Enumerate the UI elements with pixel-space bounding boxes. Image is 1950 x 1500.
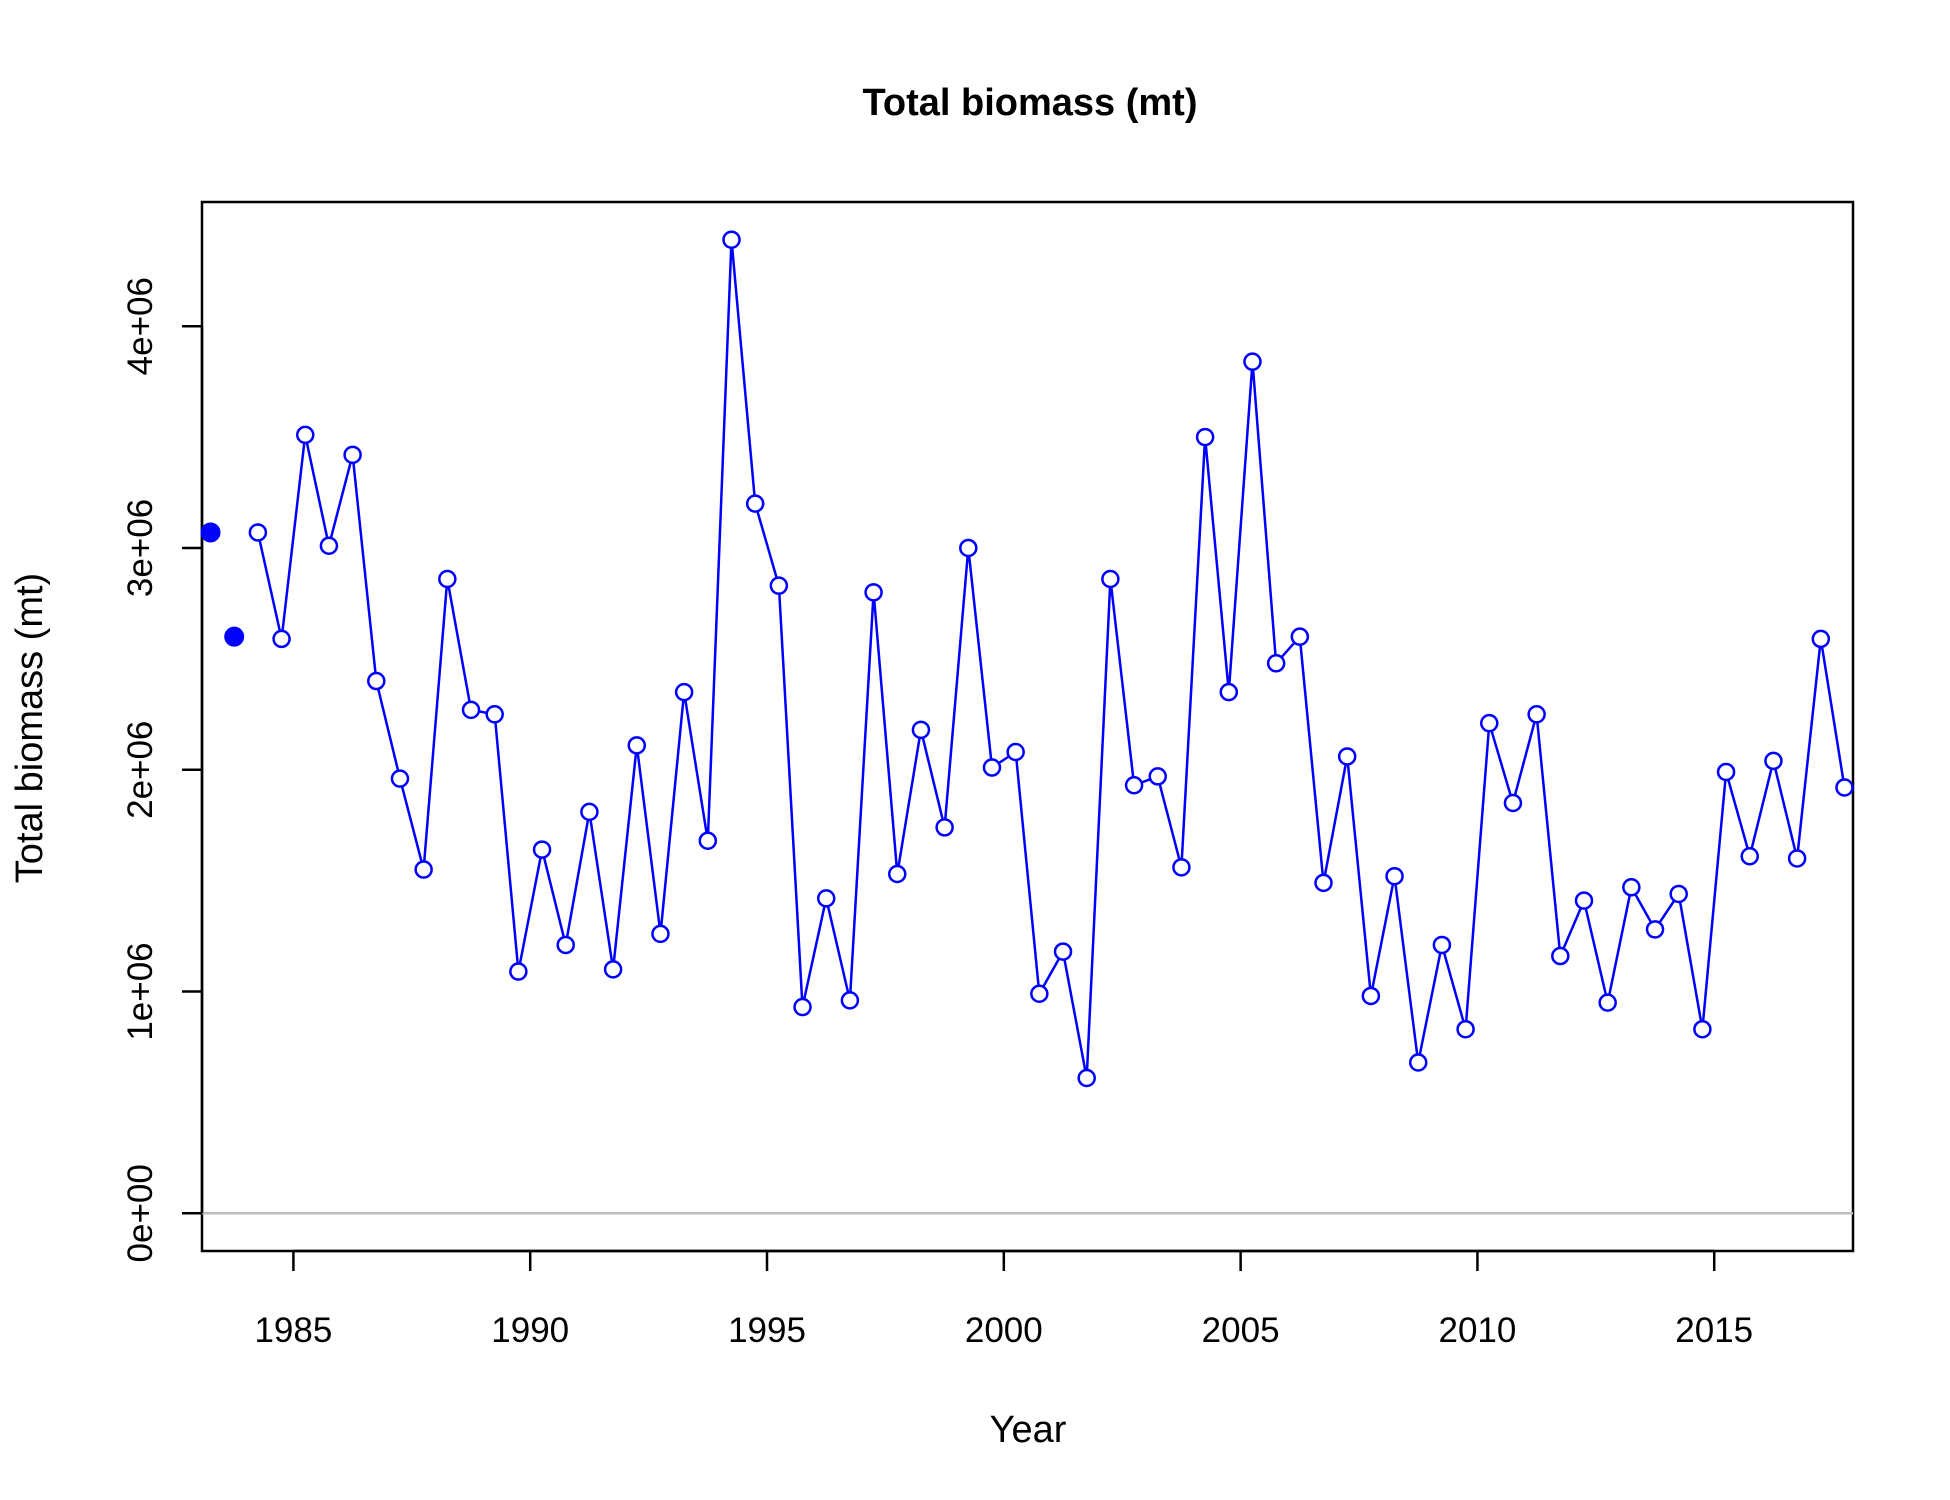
data-point	[1124, 776, 1144, 795]
data-point	[651, 924, 670, 944]
data-point	[556, 935, 575, 955]
data-point	[1006, 742, 1025, 762]
data-point	[1243, 352, 1262, 371]
data-point	[674, 682, 694, 702]
data-point	[1337, 747, 1357, 766]
data-point	[603, 960, 623, 979]
data-point	[1314, 873, 1333, 893]
data-point	[1835, 778, 1854, 797]
data-point	[509, 962, 528, 981]
data-point	[1669, 884, 1688, 904]
data-point	[888, 864, 907, 884]
data-point	[319, 536, 339, 556]
data-point	[1195, 427, 1215, 447]
filled-data-point	[200, 522, 221, 543]
data-point	[485, 705, 504, 724]
y-axis-label: Total biomass (mt)	[9, 573, 51, 883]
y-tick-label: 3e+06	[121, 499, 160, 597]
x-axis: 1985 1990 1995 2000 2005 2010 2015	[254, 1249, 1753, 1350]
data-point	[1290, 627, 1310, 646]
data-point	[1385, 866, 1404, 886]
data-point	[1148, 767, 1167, 786]
data-point	[438, 569, 457, 589]
x-tick-label: 2000	[965, 1311, 1043, 1350]
data-point	[1787, 849, 1807, 868]
data-point	[864, 583, 883, 602]
x-tick-label: 1990	[491, 1311, 569, 1350]
x-tick-label: 1985	[254, 1311, 332, 1350]
x-tick-label: 2015	[1675, 1311, 1753, 1350]
filled-data-point	[224, 626, 245, 647]
series-line	[256, 238, 1846, 1080]
data-point	[1527, 705, 1546, 724]
data-point	[769, 576, 789, 595]
data-point	[1053, 942, 1073, 961]
y-tick-label: 0e+00	[121, 1164, 160, 1262]
data-point	[1551, 946, 1570, 966]
data-point	[793, 997, 812, 1017]
data-point	[816, 889, 836, 908]
data-point	[1740, 846, 1760, 866]
chart-title: Total biomass (mt)	[863, 82, 1198, 124]
data-point	[1716, 762, 1736, 782]
data-point	[532, 840, 552, 859]
data-point	[248, 523, 268, 542]
data-point	[1219, 682, 1239, 702]
y-tick-label: 2e+06	[121, 721, 160, 819]
data-point	[1456, 1019, 1475, 1039]
data-point	[627, 736, 647, 755]
data-point	[722, 230, 741, 249]
data-point	[959, 538, 978, 558]
data-point	[1101, 569, 1120, 589]
data-point	[1432, 935, 1452, 955]
data-point	[745, 494, 765, 513]
data-point	[1622, 878, 1641, 897]
data-point	[1693, 1019, 1712, 1039]
data-point	[272, 629, 291, 649]
data-point	[580, 802, 599, 822]
data-point	[1172, 858, 1191, 877]
data-point	[1645, 920, 1665, 939]
data-point	[1030, 984, 1049, 1003]
data-point	[295, 425, 315, 445]
x-axis-label: Year	[990, 1409, 1067, 1451]
data-point	[1598, 993, 1617, 1012]
data-point	[414, 860, 433, 879]
data-point	[1811, 629, 1831, 649]
series-layer	[248, 230, 1854, 1088]
x-tick-label: 2010	[1438, 1311, 1516, 1350]
data-point	[1480, 713, 1499, 733]
data-point	[1574, 891, 1594, 910]
data-point	[1503, 793, 1523, 813]
y-axis: 0e+00 1e+06 2e+06 3e+06 4e+06	[121, 277, 204, 1262]
data-point	[1361, 986, 1381, 1006]
data-point	[840, 991, 860, 1010]
y-tick-label: 4e+06	[121, 277, 160, 375]
data-point	[698, 831, 718, 850]
data-point	[367, 671, 386, 691]
y-tick-label: 1e+06	[121, 942, 160, 1040]
highlight-points-layer	[200, 522, 245, 647]
data-point	[1764, 751, 1783, 771]
plot-frame	[200, 200, 1855, 1253]
x-tick-label: 2005	[1202, 1311, 1280, 1350]
data-point	[911, 720, 931, 740]
data-point	[1408, 1053, 1428, 1072]
data-point	[1077, 1068, 1096, 1088]
x-tick-label: 1995	[728, 1311, 806, 1350]
data-point	[982, 758, 1002, 777]
data-point	[935, 818, 954, 837]
data-point	[343, 445, 362, 465]
data-point	[390, 769, 410, 788]
data-point	[1266, 654, 1286, 673]
data-point	[461, 700, 481, 720]
